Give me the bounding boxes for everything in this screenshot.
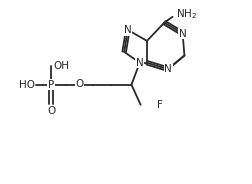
Text: NH$_2$: NH$_2$ <box>176 8 197 21</box>
Text: N: N <box>124 25 132 35</box>
Text: HO: HO <box>19 80 35 90</box>
Text: OH: OH <box>53 61 69 70</box>
Text: N: N <box>164 64 172 74</box>
Text: O: O <box>47 106 55 116</box>
Text: N: N <box>179 29 186 39</box>
Text: P: P <box>48 80 54 90</box>
Text: O: O <box>75 79 84 89</box>
Text: F: F <box>158 100 163 110</box>
Text: N: N <box>136 58 144 68</box>
